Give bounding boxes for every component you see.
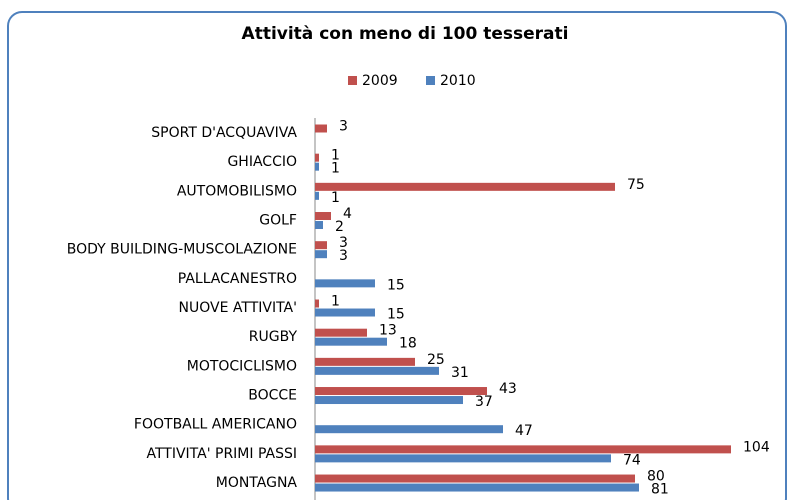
bar	[315, 337, 387, 346]
data-label: 43	[499, 381, 517, 397]
bar	[315, 454, 611, 463]
y-tick-label: RUGBY	[249, 329, 298, 345]
chart-title: Attività con meno di 100 tesserati	[242, 24, 569, 44]
data-label: 15	[387, 307, 405, 323]
y-tick-label: NUOVE ATTIVITA'	[179, 300, 297, 316]
y-tick-label: ATTIVITA' PRIMI PASSI	[146, 446, 297, 462]
bar	[315, 153, 319, 162]
bar	[315, 279, 375, 288]
bar	[315, 212, 331, 221]
data-label: 1	[331, 161, 340, 177]
bar	[315, 250, 327, 259]
bar	[315, 241, 327, 250]
y-tick-label: AUTOMOBILISMO	[177, 183, 297, 199]
data-label: 3	[339, 119, 348, 135]
data-label: 47	[515, 423, 533, 439]
y-tick-label: FOOTBALL AMERICANO	[134, 417, 297, 433]
data-label: 25	[427, 352, 445, 368]
data-label: 37	[475, 394, 493, 410]
legend-swatch	[426, 76, 435, 85]
bar	[315, 387, 487, 396]
chart-frame	[7, 11, 787, 500]
data-label: 75	[627, 177, 645, 193]
bar	[315, 191, 319, 200]
bar	[315, 299, 319, 308]
bar	[315, 445, 731, 454]
bar	[315, 357, 415, 366]
legend-label: 2009	[362, 73, 398, 89]
bar	[315, 328, 367, 337]
bar	[315, 474, 635, 483]
data-label: 13	[379, 323, 397, 339]
y-tick-label: GOLF	[259, 213, 297, 229]
data-label: 104	[743, 439, 770, 455]
data-label: 18	[399, 336, 417, 352]
y-tick-label: SPORT D'ACQUAVIVA	[151, 125, 297, 141]
y-tick-label: MONTAGNA	[216, 475, 298, 491]
legend-swatch	[348, 76, 357, 85]
y-tick-label: MOTOCICLISMO	[187, 358, 297, 374]
bar	[315, 182, 615, 191]
y-tick-label: GHIACCIO	[227, 154, 297, 170]
bar	[315, 483, 639, 492]
data-label: 4	[343, 206, 352, 222]
bar	[315, 308, 375, 317]
data-label: 80	[647, 469, 665, 485]
data-label: 31	[451, 365, 469, 381]
data-label: 3	[339, 248, 348, 264]
bar	[315, 425, 503, 434]
legend-label: 2010	[440, 73, 476, 89]
y-tick-label: BOCCE	[248, 388, 297, 404]
bar	[315, 396, 463, 405]
y-tick-label: PALLACANESTRO	[178, 271, 297, 287]
data-label: 2	[335, 219, 344, 235]
bar	[315, 124, 327, 133]
data-label: 81	[651, 482, 669, 498]
bar	[315, 221, 323, 230]
data-label: 1	[331, 190, 340, 206]
data-label: 1	[331, 294, 340, 310]
bar	[315, 366, 439, 375]
bar	[315, 162, 319, 171]
data-label: 1	[331, 148, 340, 164]
data-label: 74	[623, 452, 641, 468]
data-label: 15	[387, 277, 405, 293]
data-label: 3	[339, 235, 348, 251]
y-tick-label: BODY BUILDING-MUSCOLAZIONE	[67, 242, 297, 258]
